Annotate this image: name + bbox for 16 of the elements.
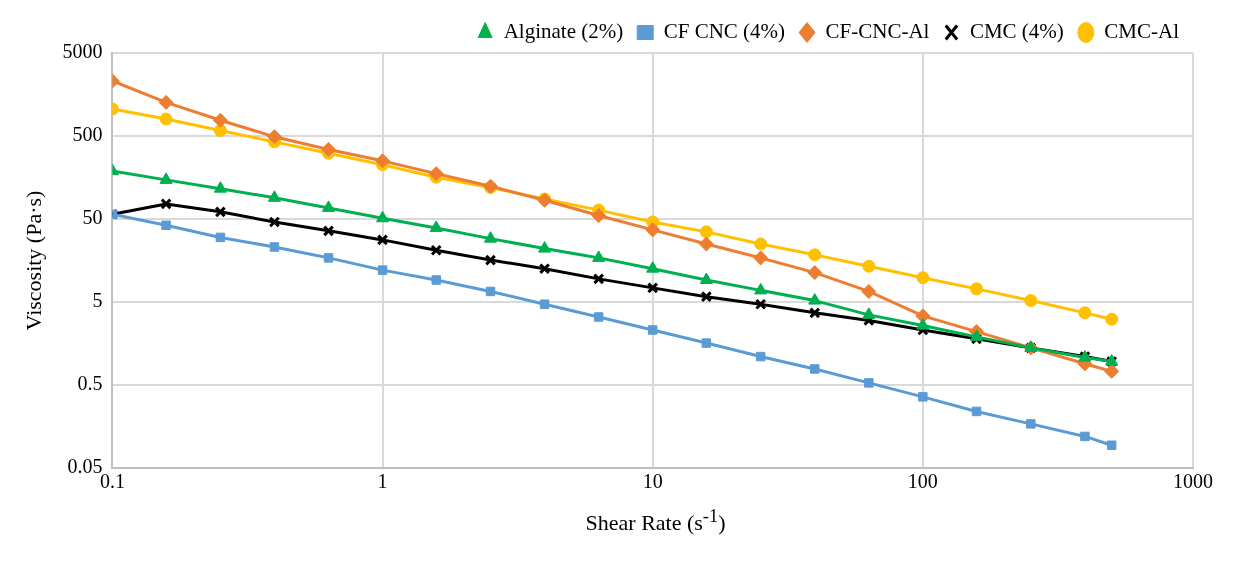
y-tick-label: 0.5 bbox=[77, 372, 103, 395]
legend-label: CMC (4%) bbox=[969, 19, 1064, 44]
legend-label: CF CNC (4%) bbox=[663, 19, 786, 44]
legend-label: Alginate (2%) bbox=[503, 19, 624, 44]
x-tick-label: 1000 bbox=[1173, 470, 1213, 493]
legend-label: CMC-Al bbox=[1104, 19, 1180, 44]
y-tick-label: 500 bbox=[72, 123, 103, 146]
y-tick-label: 5 bbox=[92, 289, 103, 312]
y-tick-label: 5000 bbox=[62, 40, 103, 63]
x-tick-label: 10 bbox=[642, 470, 663, 493]
x-tick-label: 1 bbox=[377, 470, 388, 493]
x-axis-title: Shear Rate (s$^{-1}$) bbox=[584, 506, 727, 537]
y-axis-title: Viscosity (Pa·s) bbox=[20, 190, 46, 331]
y-tick-label: 50 bbox=[82, 206, 103, 229]
legend-label: CF-CNC-Al bbox=[825, 19, 930, 44]
x-tick-label: 100 bbox=[907, 470, 938, 493]
